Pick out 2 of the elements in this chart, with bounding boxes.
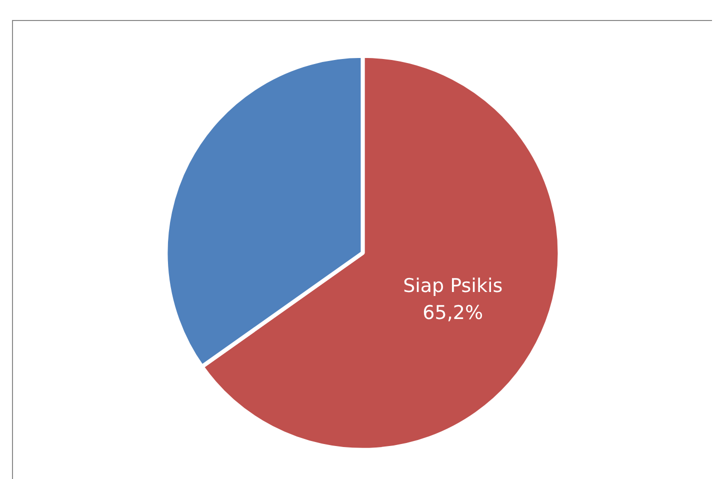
slice-label: Siap Psikis: [403, 275, 503, 298]
data-label: 65,2%: [422, 302, 484, 324]
